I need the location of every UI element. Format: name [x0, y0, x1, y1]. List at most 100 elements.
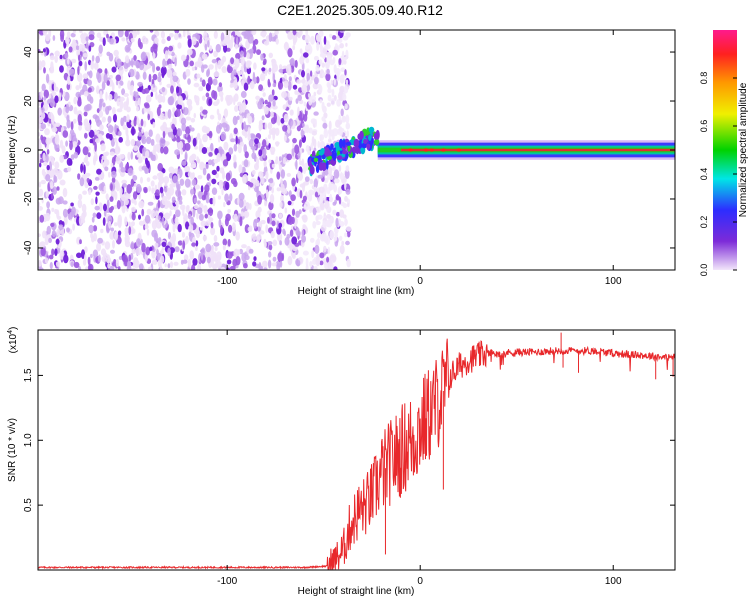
noise-cell: [227, 263, 230, 268]
noise-cell: [239, 216, 243, 227]
noise-cell: [49, 99, 56, 108]
noise-cell: [187, 134, 192, 143]
noise-cell: [187, 48, 193, 56]
noise-cell: [151, 229, 158, 238]
noise-cell: [116, 98, 120, 107]
noise-cell: [155, 189, 160, 197]
noise-cell: [233, 69, 237, 75]
noise-cell: [217, 210, 223, 220]
y-tick-label: 0.5: [23, 498, 34, 512]
noise-cell: [274, 30, 279, 35]
noise-cell: [123, 93, 129, 97]
noise-cell: [235, 52, 241, 60]
noise-cell: [346, 231, 351, 238]
noise-cell: [185, 68, 191, 77]
noise-cell: [260, 53, 264, 61]
noise-cell: [161, 168, 166, 174]
noise-cell: [42, 48, 46, 53]
noise-cell: [46, 164, 50, 171]
noise-cell: [49, 55, 55, 61]
noise-cell: [109, 231, 115, 240]
noise-cell: [56, 215, 62, 220]
noise-cell: [303, 113, 308, 122]
noise-cell: [277, 252, 284, 263]
noise-cell: [41, 60, 46, 68]
noise-cell: [44, 257, 49, 264]
noise-cell: [151, 79, 155, 85]
noise-cell: [145, 246, 151, 256]
noise-cell: [345, 240, 350, 246]
noise-cell: [284, 207, 288, 214]
noise-cell: [78, 121, 83, 126]
noise-cell: [255, 76, 260, 84]
noise-cell: [134, 200, 137, 206]
noise-cell: [215, 43, 221, 53]
noise-cell: [50, 222, 55, 227]
noise-cell: [313, 138, 317, 149]
noise-cell: [58, 220, 63, 226]
noise-cell: [136, 152, 141, 158]
noise-cell: [178, 183, 181, 190]
noise-cell: [107, 263, 111, 269]
noise-cell: [308, 127, 313, 134]
noise-cell: [108, 207, 113, 213]
noise-cell: [202, 133, 208, 143]
noise-cell: [126, 114, 130, 123]
noise-cell: [216, 251, 222, 260]
noise-cell: [252, 233, 257, 242]
noise-cell: [331, 166, 336, 171]
noise-cell: [202, 235, 208, 242]
snr-panel: -100 0 100 0.5 1.0 1.5 Height of straight lin…: [7, 327, 676, 597]
noise-cell: [282, 104, 287, 110]
noise-cell: [155, 133, 161, 143]
y-tick-label: -20: [23, 191, 34, 206]
noise-cell: [279, 77, 283, 84]
noise-cell: [45, 190, 50, 198]
noise-cell: [332, 128, 339, 137]
noise-cell: [236, 31, 241, 37]
noise-cell: [182, 30, 186, 38]
noise-cell: [78, 43, 83, 52]
noise-cell: [233, 213, 238, 222]
noise-cell: [244, 151, 249, 159]
noise-cell: [116, 200, 121, 210]
noise-cell: [147, 52, 150, 61]
colorbar-label: Normalized spectral amplitude: [738, 82, 749, 217]
noise-cell: [100, 143, 106, 152]
noise-cell: [226, 47, 231, 52]
noise-cell: [91, 235, 95, 243]
noise-cell: [200, 220, 207, 227]
noise-cell: [196, 132, 201, 140]
noise-cell: [286, 153, 293, 161]
noise-cell: [50, 192, 54, 200]
noise-cell: [59, 54, 63, 60]
noise-cell: [181, 231, 186, 238]
noise-cell: [131, 221, 135, 227]
noise-cell: [63, 254, 69, 264]
noise-cell: [90, 60, 95, 70]
noise-cell: [247, 75, 251, 85]
noise-cell: [40, 179, 46, 185]
noise-cell: [203, 204, 208, 214]
noise-cell: [83, 91, 89, 97]
noise-cell: [51, 114, 55, 123]
noise-cell: [105, 257, 110, 263]
noise-cell: [251, 30, 257, 36]
noise-cell: [312, 82, 319, 90]
noise-cell: [235, 135, 238, 145]
noise-cell: [148, 129, 153, 137]
noise-cell: [329, 230, 335, 240]
noise-cell: [38, 132, 41, 137]
noise-cell: [88, 59, 92, 66]
transition-cell: [373, 132, 378, 140]
noise-cell: [335, 119, 341, 128]
carrier-blob: [429, 148, 435, 152]
noise-cell: [169, 210, 172, 217]
noise-cell: [271, 186, 274, 194]
noise-cell: [345, 122, 351, 130]
noise-cell: [310, 237, 315, 243]
noise-cell: [187, 213, 192, 220]
noise-cell: [107, 115, 112, 124]
noise-cell: [96, 212, 102, 220]
noise-cell: [135, 183, 142, 194]
